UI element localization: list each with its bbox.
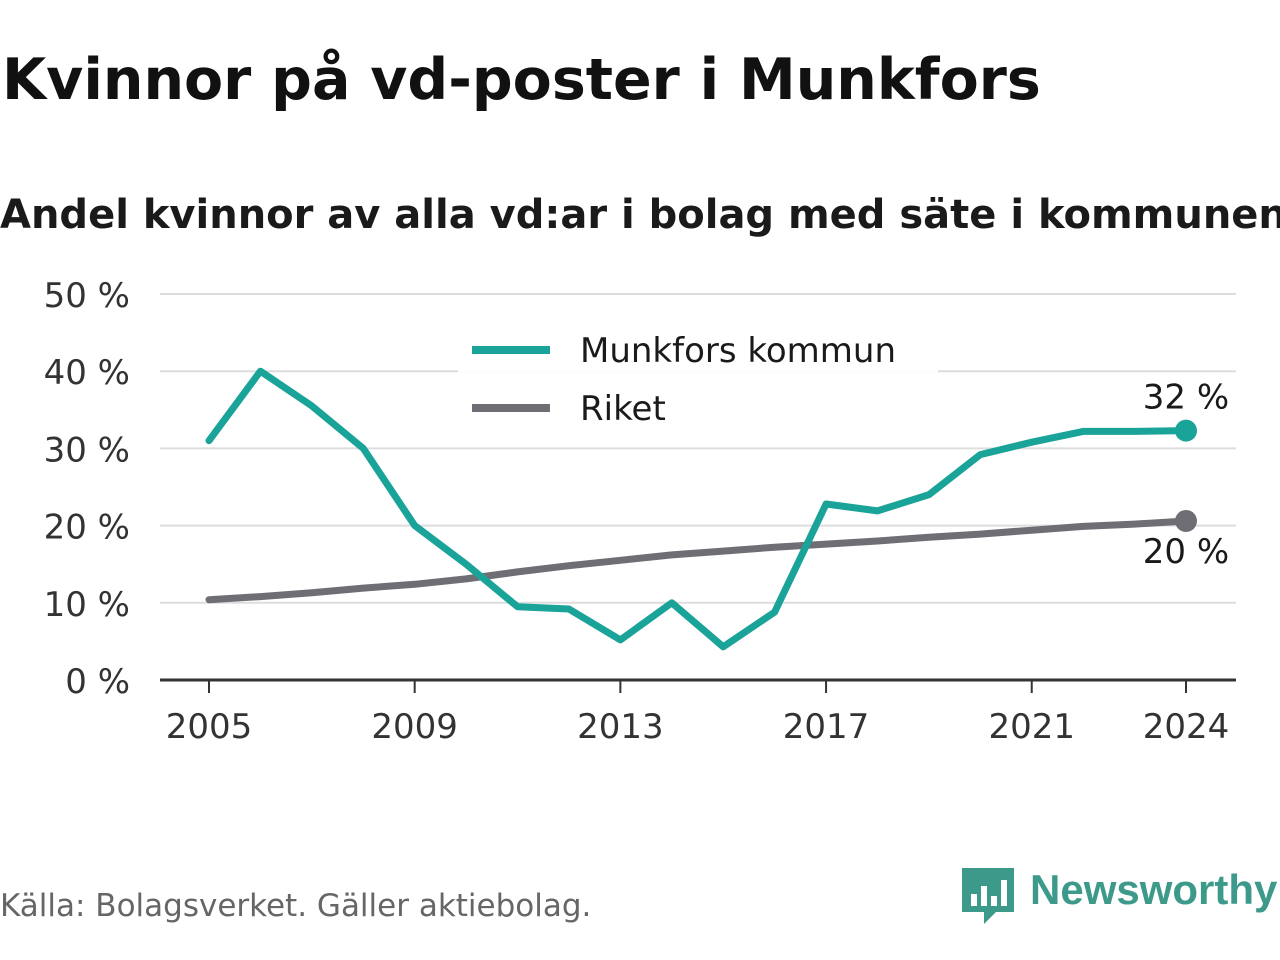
chart-subtitle: Andel kvinnor av alla vd:ar i bolag med …: [0, 192, 1280, 238]
x-tick-label: 2009: [371, 707, 458, 747]
y-tick-label: 30 %: [44, 430, 130, 470]
x-tick-label: 2005: [166, 707, 253, 747]
x-tick-label: 2024: [1143, 707, 1230, 747]
y-tick-label: 40 %: [44, 353, 130, 393]
series-line-munkfors: [205, 367, 1190, 651]
y-tick-label: 0 %: [65, 662, 130, 702]
legend: Munkfors kommun Riket: [458, 318, 938, 446]
x-tick-label: 2013: [577, 707, 664, 747]
y-tick-label: 50 %: [44, 276, 130, 316]
end-point-munkfors: [1175, 419, 1197, 442]
y-tick-label: 20 %: [44, 508, 130, 548]
y-tick-label: 10 %: [44, 585, 130, 625]
series-line-riket: [205, 517, 1190, 604]
y-axis-tick-labels: 0 % 10 % 20 % 30 % 40 % 50 %: [44, 276, 130, 702]
brand-name: Newsworthy: [1030, 866, 1278, 913]
line-chart: 0 % 10 % 20 % 30 % 40 % 50 % 2005 2009 2013 2017…: [44, 276, 1236, 747]
series-lines: [205, 367, 1197, 651]
x-tick-label: 2021: [988, 707, 1075, 747]
legend-box: [458, 318, 938, 446]
source-note: Källa: Bolagsverket. Gäller aktiebolag.: [0, 888, 592, 924]
end-label-riket: 20 %: [1143, 532, 1229, 572]
x-tick-label: 2017: [783, 707, 870, 747]
end-value-labels: 20 % 32 %: [1143, 378, 1229, 572]
end-label-munkfors: 32 %: [1143, 378, 1229, 418]
legend-label: Riket: [580, 389, 666, 429]
newsworthy-logo-icon: [962, 868, 1014, 924]
end-point-riket: [1175, 509, 1197, 532]
chart-title: Kvinnor på vd-poster i Munkfors: [2, 47, 1041, 113]
legend-label: Munkfors kommun: [580, 331, 896, 371]
x-axis: 2005 2009 2013 2017 2021 2024: [160, 678, 1236, 747]
